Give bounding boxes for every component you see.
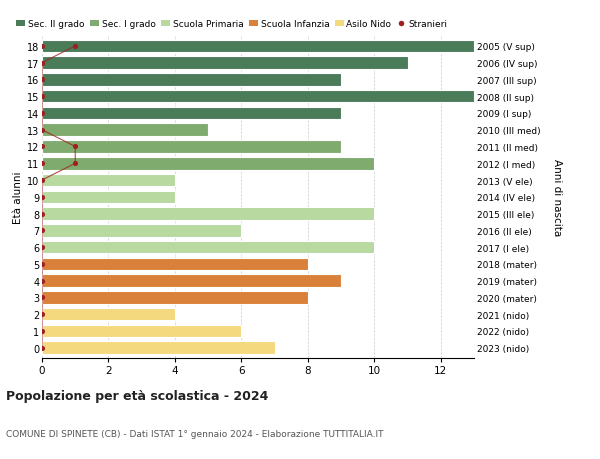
Bar (42, 308, 175, 321)
Point (37, 93, 47, 101)
Point (37, 77, 47, 84)
Y-axis label: Età alunni: Età alunni (13, 171, 23, 224)
Bar (42, 325, 241, 337)
Point (37, 60, 47, 67)
Bar (42, 208, 374, 220)
Point (37, 194, 47, 201)
Point (37, 210, 47, 218)
Bar (42, 141, 341, 153)
Point (37, 177, 47, 185)
Text: Popolazione per età scolastica - 2024: Popolazione per età scolastica - 2024 (6, 389, 268, 403)
Legend: Sec. II grado, Sec. I grado, Scuola Primaria, Scuola Infanzia, Asilo Nido, Stran: Sec. II grado, Sec. I grado, Scuola Prim… (16, 20, 448, 29)
Point (37, 261, 47, 268)
Point (70, 144, 80, 151)
Point (37, 277, 47, 285)
Bar (42, 157, 374, 170)
Y-axis label: Anni di nascita: Anni di nascita (551, 159, 562, 236)
Bar (42, 174, 175, 187)
Bar (42, 191, 175, 204)
Bar (42, 107, 341, 120)
Point (70, 160, 80, 168)
Point (37, 127, 47, 134)
Bar (42, 124, 208, 137)
Point (37, 144, 47, 151)
Text: COMUNE DI SPINETE (CB) - Dati ISTAT 1° gennaio 2024 - Elaborazione TUTTITALIA.IT: COMUNE DI SPINETE (CB) - Dati ISTAT 1° g… (6, 429, 383, 438)
Bar (42, 258, 308, 271)
Point (37, 43, 47, 50)
Point (70, 43, 80, 50)
Bar (42, 241, 374, 254)
Point (37, 311, 47, 318)
Point (37, 227, 47, 235)
Point (37, 328, 47, 335)
Bar (42, 275, 341, 287)
Point (37, 294, 47, 302)
Bar (42, 57, 407, 70)
Bar (42, 91, 474, 103)
Bar (42, 40, 474, 53)
Point (37, 344, 47, 352)
Bar (42, 291, 308, 304)
Bar (42, 224, 241, 237)
Point (37, 110, 47, 118)
Bar (42, 341, 275, 354)
Point (37, 160, 47, 168)
Point (37, 244, 47, 251)
Bar (42, 74, 341, 86)
